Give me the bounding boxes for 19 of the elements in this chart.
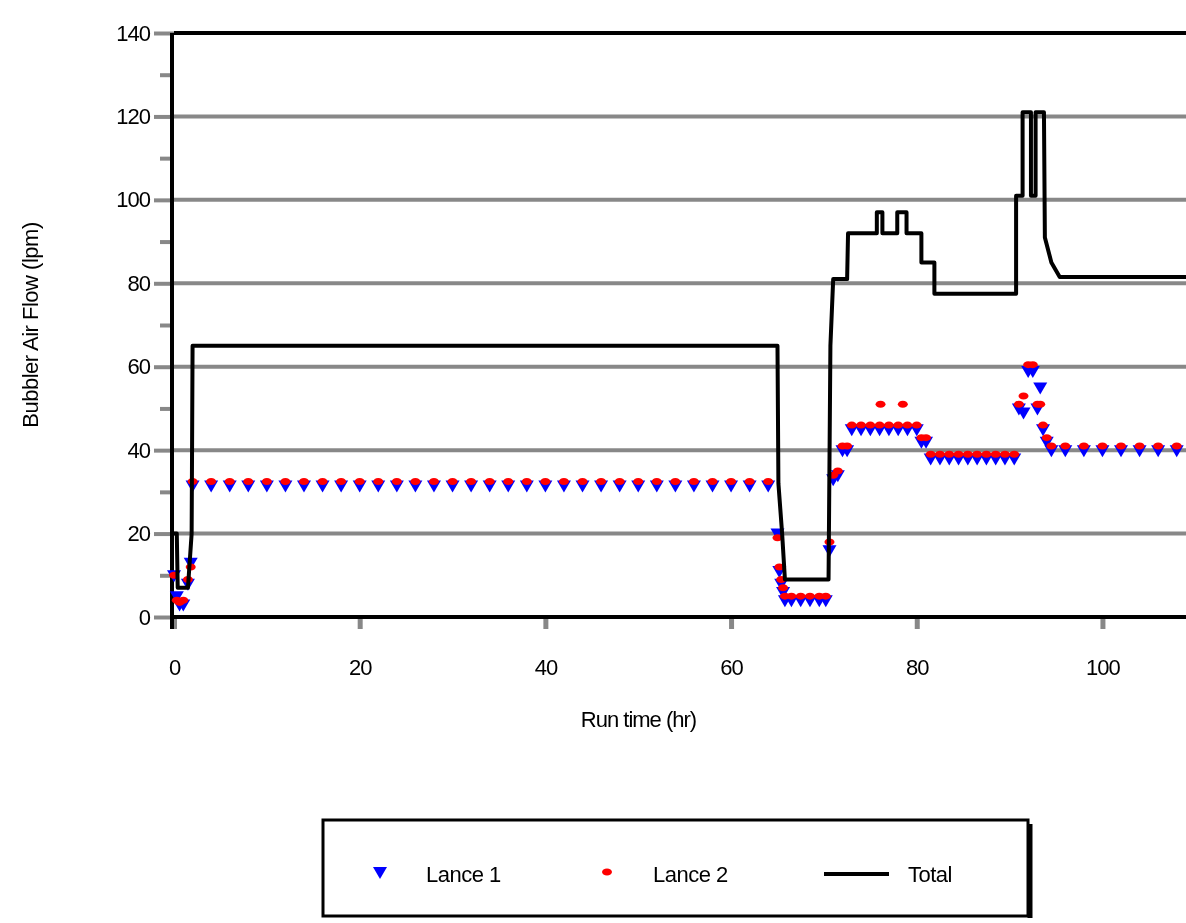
y-tick-label: 140 xyxy=(116,20,151,46)
y-tick-label: 80 xyxy=(127,270,151,296)
x-tick-label: 60 xyxy=(720,654,744,680)
y-tick-label: 0 xyxy=(138,604,151,630)
legend-label: Total xyxy=(908,861,952,887)
legend-label: Lance 1 xyxy=(426,861,502,887)
x-tick-label: 100 xyxy=(1086,654,1121,680)
x-tick-label: 0 xyxy=(168,654,181,680)
x-tick-label: 40 xyxy=(534,654,558,680)
y-tick-label: 100 xyxy=(116,187,151,213)
y-tick-label: 20 xyxy=(127,521,151,547)
y-tick-label: 60 xyxy=(127,354,151,380)
y-tick-label: 40 xyxy=(127,437,151,463)
y-tick-label: 120 xyxy=(116,103,151,129)
x-axis-title: Run time (hr) xyxy=(580,707,697,732)
x-tick-label: 80 xyxy=(906,654,930,680)
x-tick-label: 20 xyxy=(348,654,373,680)
y-axis-title: Bubbler Air Flow (lpm) xyxy=(18,222,43,428)
legend-label: Lance 2 xyxy=(653,861,729,887)
